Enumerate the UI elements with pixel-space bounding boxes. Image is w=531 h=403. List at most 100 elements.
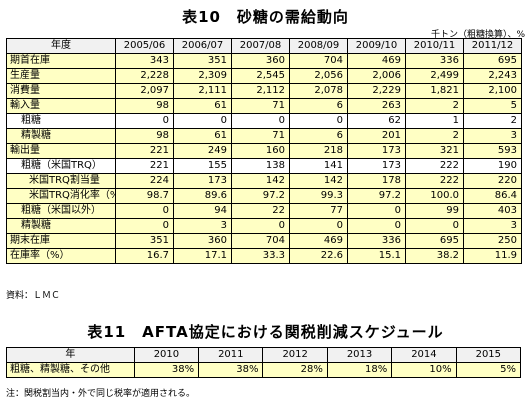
rate-cell: 10% bbox=[391, 362, 457, 378]
value-cell: 17.1 bbox=[173, 248, 232, 264]
table-row: 粗糖（米国以外） 0 94 22 77 0 99 403 bbox=[6, 203, 522, 219]
value-cell: 2 bbox=[405, 98, 464, 114]
value-cell: 704 bbox=[231, 233, 290, 249]
year-cell: 2010/11 bbox=[405, 38, 464, 54]
value-cell: 97.2 bbox=[347, 188, 406, 204]
table-row: 輸出量 221 249 160 218 173 321 593 bbox=[6, 143, 522, 159]
value-cell: 94 bbox=[173, 203, 232, 219]
value-cell: 2,112 bbox=[231, 83, 290, 99]
value-cell: 3 bbox=[463, 218, 522, 234]
value-cell: 2,228 bbox=[115, 68, 174, 84]
row-label: 在庫率（%） bbox=[6, 248, 116, 264]
year-cell: 2005/06 bbox=[115, 38, 174, 54]
value-cell: 6 bbox=[289, 128, 348, 144]
row-label: 米国TRQ割当量 bbox=[6, 173, 116, 189]
value-cell: 0 bbox=[173, 113, 232, 129]
value-cell: 99.3 bbox=[289, 188, 348, 204]
year-cell: 2011 bbox=[198, 347, 264, 363]
value-cell: 321 bbox=[405, 143, 464, 159]
value-cell: 249 bbox=[173, 143, 232, 159]
afta-tariff-table: 年 2010 2011 2012 2013 2014 2015 粗糖、精製糖、そ… bbox=[6, 347, 522, 378]
value-cell: 0 bbox=[231, 113, 290, 129]
rate-cell: 38% bbox=[133, 362, 200, 378]
row-label: 粗糖（米国TRQ） bbox=[6, 158, 116, 174]
table-row: 在庫率（%） 16.7 17.1 33.3 22.6 15.1 38.2 11.9 bbox=[6, 248, 522, 264]
table-row: 生産量 2,228 2,309 2,545 2,056 2,006 2,499 2,243 bbox=[6, 68, 522, 84]
value-cell: 3 bbox=[463, 128, 522, 144]
rate-cell: 5% bbox=[455, 362, 522, 378]
table-row: 期末在庫 351 360 704 469 336 695 250 bbox=[6, 233, 522, 249]
value-cell: 695 bbox=[405, 233, 464, 249]
value-cell: 469 bbox=[289, 233, 348, 249]
value-cell: 61 bbox=[173, 128, 232, 144]
table-row: 輸入量 98 61 71 6 263 2 5 bbox=[6, 98, 522, 114]
value-cell: 38.2 bbox=[405, 248, 464, 264]
sugar-supply-demand-table: 年度 2005/06 2006/07 2007/08 2008/09 2009/… bbox=[6, 38, 522, 264]
rate-cell: 28% bbox=[262, 362, 328, 378]
value-cell: 220 bbox=[463, 173, 522, 189]
value-cell: 0 bbox=[115, 203, 174, 219]
year-cell: 2009/10 bbox=[347, 38, 406, 54]
value-cell: 0 bbox=[347, 218, 406, 234]
table-row: 粗糖、精製糖、その他 38% 38% 28% 18% 10% 5% bbox=[6, 362, 522, 378]
table-row: 粗糖（米国TRQ） 221 155 138 141 173 222 190 bbox=[6, 158, 522, 174]
value-cell: 160 bbox=[231, 143, 290, 159]
value-cell: 250 bbox=[463, 233, 522, 249]
value-cell: 71 bbox=[231, 128, 290, 144]
value-cell: 178 bbox=[347, 173, 406, 189]
rate-cell: 38% bbox=[198, 362, 264, 378]
row-label: 粗糖（米国以外） bbox=[6, 203, 116, 219]
table-row: 精製糖 98 61 71 6 201 2 3 bbox=[6, 128, 522, 144]
value-cell: 221 bbox=[115, 158, 174, 174]
table10-title: 表10 砂糖の需給動向 bbox=[182, 8, 349, 26]
value-cell: 2,545 bbox=[231, 68, 290, 84]
value-cell: 593 bbox=[463, 143, 522, 159]
value-cell: 336 bbox=[347, 233, 406, 249]
value-cell: 33.3 bbox=[231, 248, 290, 264]
value-cell: 142 bbox=[289, 173, 348, 189]
value-cell: 173 bbox=[347, 158, 406, 174]
value-cell: 343 bbox=[115, 53, 174, 69]
table10-header-row: 年度 2005/06 2006/07 2007/08 2008/09 2009/… bbox=[6, 38, 522, 54]
value-cell: 2,006 bbox=[347, 68, 406, 84]
year-cell: 2008/09 bbox=[289, 38, 348, 54]
value-cell: 2,078 bbox=[289, 83, 348, 99]
value-cell: 190 bbox=[463, 158, 522, 174]
value-cell: 222 bbox=[405, 158, 464, 174]
table10-unit: 千トン（粗糖換算）、% bbox=[430, 30, 525, 40]
value-cell: 173 bbox=[347, 143, 406, 159]
row-label: 粗糖、精製糖、その他 bbox=[6, 362, 135, 378]
table11-header-row: 年 2010 2011 2012 2013 2014 2015 bbox=[6, 347, 522, 363]
value-cell: 704 bbox=[289, 53, 348, 69]
value-cell: 351 bbox=[115, 233, 174, 249]
row-label: 輸入量 bbox=[6, 98, 116, 114]
row-label: 消費量 bbox=[6, 83, 116, 99]
value-cell: 336 bbox=[405, 53, 464, 69]
value-cell: 62 bbox=[347, 113, 406, 129]
value-cell: 22.6 bbox=[289, 248, 348, 264]
row-label: 粗糖 bbox=[6, 113, 116, 129]
value-cell: 351 bbox=[173, 53, 232, 69]
value-cell: 155 bbox=[173, 158, 232, 174]
value-cell: 2,056 bbox=[289, 68, 348, 84]
year-cell: 2006/07 bbox=[173, 38, 232, 54]
value-cell: 2,499 bbox=[405, 68, 464, 84]
value-cell: 2,243 bbox=[463, 68, 522, 84]
year-cell: 2013 bbox=[326, 347, 393, 363]
table-row: 消費量 2,097 2,111 2,112 2,078 2,229 1,821 2,100 bbox=[6, 83, 522, 99]
value-cell: 201 bbox=[347, 128, 406, 144]
row-label: 精製糖 bbox=[6, 218, 116, 234]
value-cell: 403 bbox=[463, 203, 522, 219]
table-row: 期首在庫 343 351 360 704 469 336 695 bbox=[6, 53, 522, 69]
value-cell: 2,100 bbox=[463, 83, 522, 99]
table-row: 精製糖 0 3 0 0 0 0 3 bbox=[6, 218, 522, 234]
value-cell: 2 bbox=[405, 128, 464, 144]
value-cell: 1 bbox=[405, 113, 464, 129]
value-cell: 98 bbox=[115, 128, 174, 144]
year-cell: 2015 bbox=[455, 347, 522, 363]
value-cell: 1,821 bbox=[405, 83, 464, 99]
value-cell: 98.7 bbox=[115, 188, 174, 204]
row-label: 期首在庫 bbox=[6, 53, 116, 69]
value-cell: 138 bbox=[231, 158, 290, 174]
